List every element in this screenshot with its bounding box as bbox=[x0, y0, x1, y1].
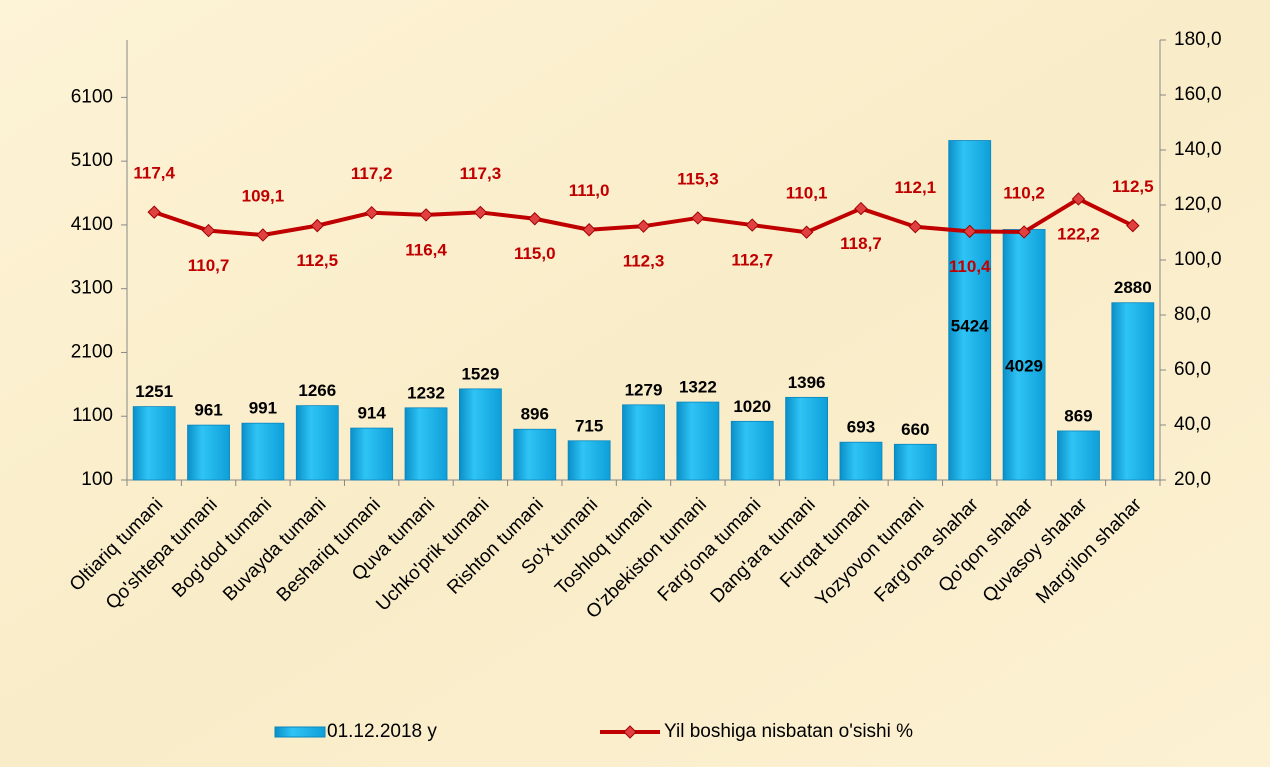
line-value-label: 115,3 bbox=[677, 169, 719, 188]
line-value-label: 112,3 bbox=[623, 252, 665, 271]
bar bbox=[567, 440, 611, 481]
y-tick-label: 2100 bbox=[71, 341, 113, 362]
legend-marker bbox=[623, 725, 637, 739]
marker bbox=[201, 223, 216, 238]
line-value-label: 111,0 bbox=[569, 181, 610, 200]
bar-value-label: 1322 bbox=[679, 378, 717, 397]
bar bbox=[948, 140, 992, 481]
y-tick-label: 6100 bbox=[71, 86, 113, 107]
marker bbox=[310, 218, 324, 233]
bar-value-label: 869 bbox=[1064, 406, 1092, 425]
bar-value-label: 1266 bbox=[298, 381, 336, 400]
marker bbox=[691, 211, 705, 225]
bar-value-label: 2880 bbox=[1114, 278, 1152, 297]
line-value-label: 112,5 bbox=[296, 251, 338, 270]
marker bbox=[1017, 225, 1031, 239]
bar-value-label: 914 bbox=[357, 404, 386, 423]
line-value-label: 112,7 bbox=[731, 251, 773, 270]
bar bbox=[1057, 430, 1100, 481]
bar-value-label: 896 bbox=[521, 405, 549, 424]
bar-value-label: 693 bbox=[847, 418, 875, 437]
bar-value-label: 1251 bbox=[135, 382, 173, 401]
bar bbox=[513, 428, 557, 481]
line-value-label: 110,4 bbox=[949, 257, 991, 276]
legend-swatch bbox=[274, 726, 326, 738]
y2-tick-label: 120,0 bbox=[1174, 194, 1222, 215]
marker bbox=[854, 201, 868, 216]
bar-value-label: 1279 bbox=[625, 380, 663, 399]
y2-tick-label: 60,0 bbox=[1174, 359, 1211, 380]
y-tick-label: 100 bbox=[81, 469, 113, 490]
line-value-label: 117,3 bbox=[460, 164, 502, 183]
y2-tick-label: 140,0 bbox=[1174, 139, 1222, 160]
line-value-label: 109,1 bbox=[242, 186, 285, 205]
bar bbox=[404, 407, 448, 481]
y-tick-label: 4100 bbox=[71, 214, 113, 235]
bar bbox=[839, 441, 883, 481]
bar bbox=[458, 388, 502, 481]
bar-value-label: 4029 bbox=[1005, 357, 1043, 376]
y-tick-label: 3100 bbox=[71, 278, 113, 299]
line-value-label: 117,2 bbox=[351, 164, 393, 183]
bar-value-label: 1232 bbox=[407, 383, 445, 402]
marker bbox=[528, 212, 542, 226]
bar bbox=[295, 405, 339, 481]
marker bbox=[799, 225, 814, 239]
bar-value-label: 1020 bbox=[733, 397, 771, 416]
bar-value-label: 1529 bbox=[461, 364, 499, 383]
bar bbox=[1002, 229, 1046, 481]
line-value-label: 110,7 bbox=[188, 256, 230, 275]
line-value-label: 122,2 bbox=[1057, 224, 1100, 243]
y2-tick-label: 180,0 bbox=[1174, 29, 1222, 50]
bar-value-label: 1396 bbox=[788, 373, 826, 392]
line-value-label: 112,1 bbox=[895, 178, 937, 197]
bar-value-label: 961 bbox=[194, 401, 222, 420]
y2-tick-label: 40,0 bbox=[1174, 414, 1211, 435]
marker bbox=[256, 228, 270, 242]
y2-tick-label: 100,0 bbox=[1174, 249, 1222, 270]
line-value-label: 110,1 bbox=[786, 184, 828, 203]
bar-value-label: 660 bbox=[901, 420, 929, 439]
marker bbox=[908, 220, 923, 234]
legend-label: Yil boshiga nisbatan o'sishi % bbox=[664, 721, 913, 742]
line-value-label: 112,5 bbox=[1112, 177, 1154, 196]
marker bbox=[636, 219, 651, 233]
marker bbox=[745, 218, 759, 232]
marker bbox=[963, 224, 977, 239]
bar bbox=[350, 427, 394, 481]
line-value-label: 110,2 bbox=[1003, 183, 1045, 202]
marker bbox=[473, 205, 488, 220]
line-value-label: 116,4 bbox=[405, 240, 447, 259]
line-value-label: 115,0 bbox=[514, 244, 556, 263]
marker bbox=[1126, 218, 1140, 233]
bar bbox=[676, 401, 720, 481]
bar bbox=[893, 443, 937, 481]
bar-value-label: 991 bbox=[249, 399, 277, 418]
line-value-label: 117,4 bbox=[133, 164, 175, 183]
bar bbox=[622, 404, 665, 481]
bar bbox=[132, 406, 176, 481]
line-value-label: 118,7 bbox=[840, 234, 882, 253]
marker bbox=[364, 205, 379, 220]
marker bbox=[147, 205, 161, 219]
marker bbox=[419, 208, 433, 222]
bar bbox=[730, 420, 774, 481]
bar-value-label: 715 bbox=[575, 416, 603, 435]
y2-tick-label: 160,0 bbox=[1174, 84, 1222, 105]
marker bbox=[1071, 192, 1086, 206]
y2-tick-label: 20,0 bbox=[1174, 469, 1211, 490]
legend-label: 01.12.2018 y bbox=[327, 721, 437, 742]
marker bbox=[582, 223, 596, 237]
y-tick-label: 1100 bbox=[72, 405, 113, 426]
bar bbox=[1111, 302, 1155, 481]
y-tick-label: 5100 bbox=[71, 150, 113, 171]
bar bbox=[785, 396, 829, 481]
bar bbox=[187, 424, 230, 481]
y2-tick-label: 80,0 bbox=[1174, 304, 1211, 325]
bar bbox=[241, 422, 285, 481]
bar-value-label: 5424 bbox=[951, 317, 989, 336]
